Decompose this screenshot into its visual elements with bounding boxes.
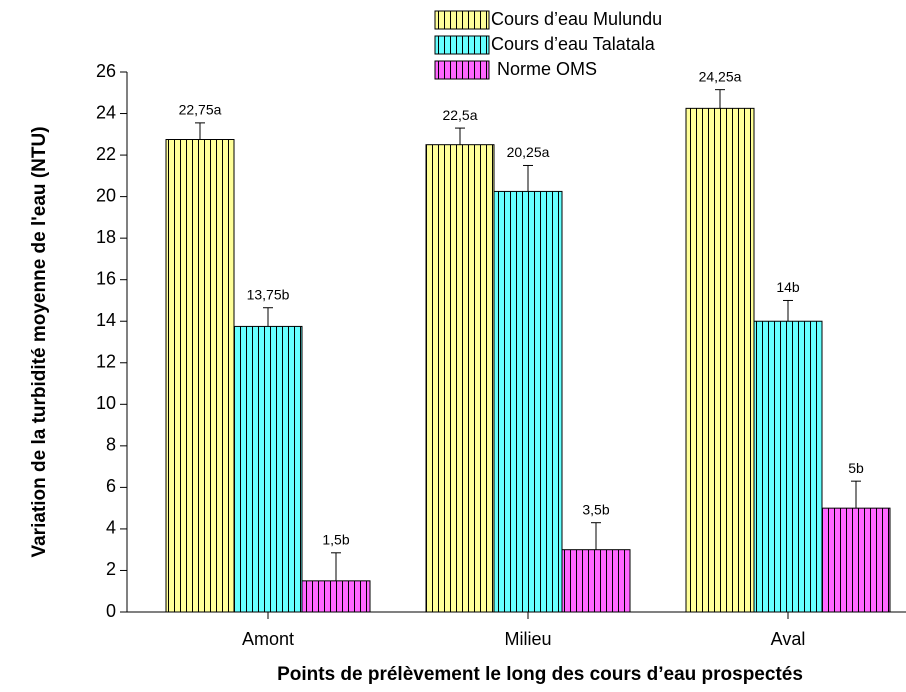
- y-tick-label: 4: [106, 518, 116, 538]
- legend-swatch: [434, 35, 490, 55]
- y-tick-label: 0: [106, 601, 116, 621]
- x-axis-label: Points de prélèvement le long des cours …: [277, 664, 803, 685]
- y-tick-label: 18: [96, 227, 116, 247]
- value-label: 3,5b: [582, 501, 609, 517]
- legend-swatch: [434, 10, 490, 30]
- x-tick-label: Aval: [771, 629, 806, 649]
- y-tick-label: 10: [96, 393, 116, 413]
- value-label: 22,5a: [442, 107, 477, 123]
- y-axis-label: Variation de la turbidité moyenne de l'e…: [29, 126, 50, 557]
- value-label: 14b: [776, 279, 800, 295]
- legend-label: Cours d’eau Mulundu: [491, 9, 662, 29]
- value-label: 24,25a: [699, 68, 742, 84]
- legend-swatch: [434, 60, 490, 80]
- value-label: 1,5b: [322, 532, 349, 548]
- x-tick-label: Milieu: [504, 629, 551, 649]
- y-tick-label: 12: [96, 352, 116, 372]
- value-label: 22,75a: [179, 102, 222, 118]
- bar: [425, 144, 495, 613]
- y-tick-label: 20: [96, 185, 116, 205]
- y-tick-label: 14: [96, 310, 116, 330]
- bar: [753, 320, 823, 613]
- y-tick-label: 26: [96, 61, 116, 81]
- value-label: 5b: [848, 460, 864, 476]
- bar: [301, 580, 371, 613]
- y-tick-label: 2: [106, 559, 116, 579]
- bar: [561, 549, 631, 613]
- legend-label: Norme OMS: [497, 59, 597, 79]
- bar: [685, 107, 755, 613]
- bar: [233, 325, 303, 613]
- y-tick-label: 6: [106, 476, 116, 496]
- y-tick-label: 8: [106, 435, 116, 455]
- y-tick-label: 22: [96, 144, 116, 164]
- legend-label: Cours d’eau Talatala: [491, 34, 656, 54]
- value-label: 20,25a: [507, 144, 550, 160]
- value-label: 13,75b: [247, 286, 290, 302]
- y-tick-label: 24: [96, 102, 116, 122]
- bar: [821, 507, 891, 613]
- bar: [165, 139, 235, 613]
- x-tick-label: Amont: [242, 629, 294, 649]
- y-tick-label: 16: [96, 268, 116, 288]
- bar: [493, 190, 563, 613]
